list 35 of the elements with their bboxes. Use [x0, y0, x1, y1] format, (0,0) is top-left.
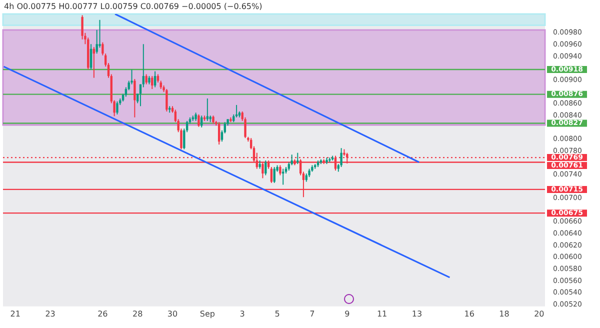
- x-tick-label: 9: [344, 309, 350, 318]
- x-tick-label: 28: [132, 309, 143, 318]
- candlestick: [296, 152, 299, 165]
- x-tick-label: 18: [499, 309, 510, 318]
- x-tick-label: 13: [412, 309, 422, 318]
- x-tick-label: 23: [45, 309, 56, 318]
- candlestick: [116, 100, 118, 115]
- x-tick-label: 21: [10, 309, 20, 318]
- x-tick-label: 16: [464, 309, 474, 318]
- x-tick-label: 30: [167, 309, 178, 318]
- candlestick: [98, 19, 101, 48]
- candlestick: [90, 44, 92, 70]
- candlestick: [273, 166, 276, 184]
- candlestick: [218, 122, 220, 146]
- x-tick-label: 26: [98, 309, 108, 318]
- candlestick: [102, 42, 104, 56]
- candlestick: [340, 148, 342, 168]
- candlestick: [136, 93, 139, 104]
- x-tick-label: Sep: [200, 309, 215, 318]
- candlestick: [134, 78, 136, 118]
- candlestick: [166, 88, 168, 112]
- candlestick: [81, 14, 84, 40]
- candlestick: [282, 168, 284, 186]
- candlestick: [145, 74, 148, 85]
- candlestick: [198, 114, 200, 128]
- candlestick: [279, 164, 282, 176]
- x-tick-label: 7: [310, 309, 315, 318]
- x-tick-label: 3: [240, 309, 245, 318]
- candlestick: [270, 166, 273, 184]
- x-tick-label: 5: [274, 309, 280, 318]
- x-tick-label: 20: [534, 309, 544, 318]
- chart-title: 4h O0.00775 H0.00777 L0.00759 C0.00769 −0.00005 (−0.65%): [4, 2, 262, 11]
- x-tick-label: 11: [376, 309, 388, 318]
- candlestick: [154, 70, 156, 88]
- candlestick: [206, 98, 209, 122]
